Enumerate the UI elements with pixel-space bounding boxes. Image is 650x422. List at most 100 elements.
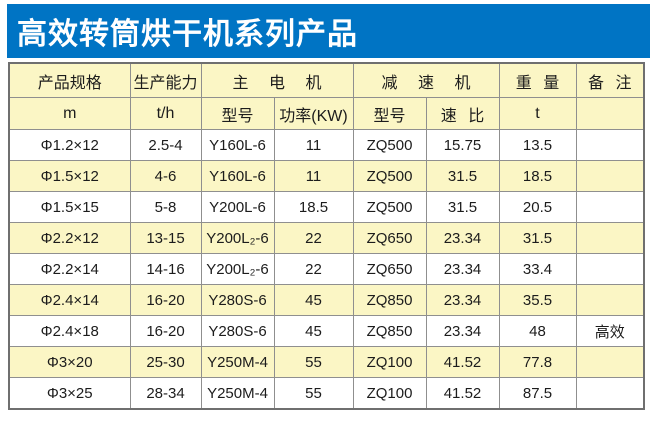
table-cell: Φ3×25: [8, 377, 131, 410]
table-cell: [575, 222, 645, 254]
subheader-motor-model: 型号: [200, 97, 275, 130]
table-cell: ZQ100: [352, 346, 427, 378]
table-cell: 31.5: [425, 160, 500, 192]
table-cell: [575, 346, 645, 378]
table-cell: Φ2.2×12: [8, 222, 131, 254]
subheader-speed-ratio: 速 比: [425, 97, 500, 130]
table-row: Φ1.5×12 4-6 Y160L-6 11 ZQ500 31.5 18.5: [8, 160, 645, 192]
table-cell: 31.5: [498, 222, 577, 254]
table-cell: 15.75: [425, 129, 500, 161]
table-cell: ZQ650: [352, 253, 427, 285]
table-cell: 11: [273, 160, 354, 192]
table-cell: Y200L₂-6: [200, 253, 275, 285]
table-cell: Y250M-4: [200, 346, 275, 378]
table-cell: ZQ500: [352, 129, 427, 161]
table-cell: 41.52: [425, 346, 500, 378]
table-cell: 23.34: [425, 253, 500, 285]
page-title-banner: 高效转筒烘干机系列产品: [7, 4, 650, 58]
table-cell: 11: [273, 129, 354, 161]
subheader-capacity-unit: t/h: [129, 97, 202, 130]
table-cell: 55: [273, 377, 354, 410]
header-reducer: 减 速 机: [352, 62, 500, 98]
table-cell: 高效: [575, 315, 645, 347]
table-cell: 2.5-4: [129, 129, 202, 161]
table-cell: [575, 377, 645, 410]
table-cell: 28-34: [129, 377, 202, 410]
table-cell: 23.34: [425, 222, 500, 254]
table-cell: Φ3×20: [8, 346, 131, 378]
header-main-motor: 主 电 机: [200, 62, 354, 98]
table-cell: 18.5: [273, 191, 354, 223]
header-capacity: 生产能力: [129, 62, 202, 98]
table-cell: Φ2.4×14: [8, 284, 131, 316]
table-cell: 23.34: [425, 284, 500, 316]
table-cell: 45: [273, 315, 354, 347]
table-cell: 41.52: [425, 377, 500, 410]
table-cell: 77.8: [498, 346, 577, 378]
table-cell: 33.4: [498, 253, 577, 285]
table-cell: ZQ100: [352, 377, 427, 410]
table-cell: 18.5: [498, 160, 577, 192]
subheader-remarks-empty: [575, 97, 645, 130]
table-cell: Φ1.5×15: [8, 191, 131, 223]
table-cell: 16-20: [129, 284, 202, 316]
table-cell: Y250M-4: [200, 377, 275, 410]
table-row: Φ2.4×18 16-20 Y280S-6 45 ZQ850 23.34 48 高效: [8, 315, 645, 347]
table-cell: [575, 160, 645, 192]
subheader-spec-unit: m: [8, 97, 131, 130]
table-body: Φ1.2×12 2.5-4 Y160L-6 11 ZQ500 15.75 13.5 Φ1.5×…: [8, 129, 645, 410]
table-cell: 31.5: [425, 191, 500, 223]
table-cell: [575, 253, 645, 285]
header-row-groups: 产品规格 生产能力 主 电 机 减 速 机 重 量 备 注: [8, 62, 645, 98]
table-cell: 45: [273, 284, 354, 316]
table-cell: 13.5: [498, 129, 577, 161]
table-cell: Y200L₂-6: [200, 222, 275, 254]
table-cell: Φ2.2×14: [8, 253, 131, 285]
header-row-units: m t/h 型号 功率(KW) 型号 速 比 t: [8, 97, 645, 130]
table-cell: Y200L-6: [200, 191, 275, 223]
table-cell: Y280S-6: [200, 315, 275, 347]
table-cell: 16-20: [129, 315, 202, 347]
header-remarks: 备 注: [575, 62, 645, 98]
table-cell: 25-30: [129, 346, 202, 378]
table-cell: Y280S-6: [200, 284, 275, 316]
product-spec-table: 产品规格 生产能力 主 电 机 减 速 机 重 量 备 注 m t/h 型号 功…: [8, 62, 645, 410]
table-cell: 4-6: [129, 160, 202, 192]
table-cell: 48: [498, 315, 577, 347]
table-cell: Φ1.2×12: [8, 129, 131, 161]
table-cell: ZQ500: [352, 191, 427, 223]
table-cell: ZQ650: [352, 222, 427, 254]
table-cell: 20.5: [498, 191, 577, 223]
table-cell: 35.5: [498, 284, 577, 316]
table-cell: 87.5: [498, 377, 577, 410]
table-cell: [575, 284, 645, 316]
table-cell: Y160L-6: [200, 160, 275, 192]
table-row: Φ3×25 28-34 Y250M-4 55 ZQ100 41.52 87.5: [8, 377, 645, 410]
subheader-weight-unit: t: [498, 97, 577, 130]
table-cell: [575, 129, 645, 161]
table-header: 产品规格 生产能力 主 电 机 减 速 机 重 量 备 注 m t/h 型号 功…: [8, 62, 645, 130]
header-product-spec: 产品规格: [8, 62, 131, 98]
page-title: 高效转筒烘干机系列产品: [17, 18, 358, 51]
subheader-motor-power: 功率(KW): [273, 97, 354, 130]
table-cell: ZQ500: [352, 160, 427, 192]
table-row: Φ1.5×15 5-8 Y200L-6 18.5 ZQ500 31.5 20.5: [8, 191, 645, 223]
table-row: Φ3×20 25-30 Y250M-4 55 ZQ100 41.52 77.8: [8, 346, 645, 378]
table-cell: [575, 191, 645, 223]
header-weight: 重 量: [498, 62, 577, 98]
table-cell: 22: [273, 222, 354, 254]
table-cell: 22: [273, 253, 354, 285]
table-cell: Φ2.4×18: [8, 315, 131, 347]
table-cell: ZQ850: [352, 315, 427, 347]
table-cell: Y160L-6: [200, 129, 275, 161]
table-row: Φ1.2×12 2.5-4 Y160L-6 11 ZQ500 15.75 13.5: [8, 129, 645, 161]
table-cell: 5-8: [129, 191, 202, 223]
table-row: Φ2.2×14 14-16 Y200L₂-6 22 ZQ650 23.34 33.4: [8, 253, 645, 285]
subheader-reducer-model: 型号: [352, 97, 427, 130]
table-cell: 23.34: [425, 315, 500, 347]
table-cell: 55: [273, 346, 354, 378]
table-cell: ZQ850: [352, 284, 427, 316]
table-cell: 13-15: [129, 222, 202, 254]
table-row: Φ2.2×12 13-15 Y200L₂-6 22 ZQ650 23.34 31.5: [8, 222, 645, 254]
